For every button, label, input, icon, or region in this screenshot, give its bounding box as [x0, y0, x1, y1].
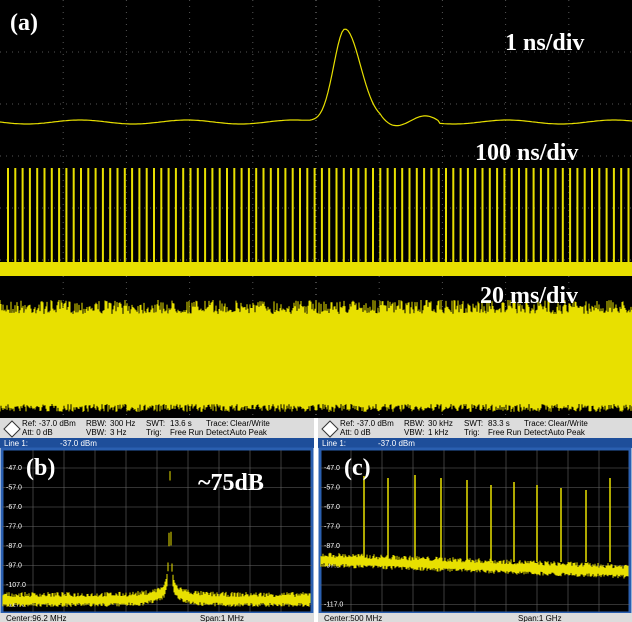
header-text: VBW: [404, 428, 424, 437]
header-text: Clear/Write [230, 419, 270, 428]
y-label: -67.0 [6, 504, 22, 511]
line-value: -37.0 dBm [60, 439, 97, 448]
y-label: -47.0 [6, 465, 22, 472]
y-label: -57.0 [324, 485, 340, 492]
trace-label: 100 ns/div [475, 140, 578, 166]
y-label: -107.0 [6, 582, 26, 589]
y-label: -47.0 [324, 465, 340, 472]
y-label: -77.0 [324, 524, 340, 531]
line-label: Line 1: [4, 439, 28, 448]
header-text: SWT: [464, 419, 483, 428]
line-bar [318, 438, 632, 448]
y-label: -67.0 [324, 504, 340, 511]
header-text: Auto Peak [230, 428, 268, 437]
figure: (a) 1 ns/div 100 ns/div 20 ms/div Ref: -37.0… [0, 0, 632, 622]
trace [0, 262, 632, 276]
annotation: ~75dB [198, 470, 264, 496]
header-text: 13.6 s [170, 419, 192, 428]
y-label: -57.0 [6, 485, 22, 492]
panel-label: (c) [344, 455, 371, 481]
header-text: RBW: [404, 419, 425, 428]
trace [0, 300, 632, 412]
y-label: -97.0 [6, 563, 22, 570]
line-value: -37.0 dBm [378, 439, 415, 448]
header-text: Auto Peak [548, 428, 586, 437]
header-text: RBW: [86, 419, 107, 428]
y-label: -87.0 [6, 543, 22, 550]
header-text: 30 kHz [428, 419, 453, 428]
panel-label: (a) [10, 10, 38, 36]
header-text: SWT: [146, 419, 165, 428]
span-label: Span:1 MHz [200, 614, 244, 622]
header-text: Att: 0 dB [22, 428, 53, 437]
header-text: Free Run [170, 428, 203, 437]
line-bar [0, 438, 314, 448]
header-text: Trig: [464, 428, 480, 437]
line-label: Line 1: [322, 439, 346, 448]
header-text: Free Run [488, 428, 521, 437]
header-text: 3 Hz [110, 428, 126, 437]
span-label: Span:1 GHz [518, 614, 562, 622]
header-text: Trace: [524, 419, 546, 428]
header-text: Detect: [206, 428, 231, 437]
header-text: Clear/Write [548, 419, 588, 428]
header-text: Trig: [146, 428, 162, 437]
header-text: Ref: -37.0 dBm [340, 419, 394, 428]
header-text: VBW: [86, 428, 106, 437]
panel-label: (b) [26, 455, 55, 481]
y-label: -117.0 [324, 602, 343, 609]
header-text: 83.3 s [488, 419, 510, 428]
header-text: Att: 0 dB [340, 428, 371, 437]
y-label: -87.0 [324, 543, 340, 550]
y-label: -77.0 [6, 524, 22, 531]
header-text: Detect: [524, 428, 549, 437]
trace-label: 20 ms/div [480, 283, 578, 309]
header-text: 1 kHz [428, 428, 448, 437]
header-text: Ref: -37.0 dBm [22, 419, 76, 428]
center-label: Center:96.2 MHz [6, 614, 66, 622]
header-text: Trace: [206, 419, 228, 428]
center-label: Center:500 MHz [324, 614, 382, 622]
header-text: 300 Hz [110, 419, 135, 428]
trace-label: 1 ns/div [505, 30, 584, 56]
